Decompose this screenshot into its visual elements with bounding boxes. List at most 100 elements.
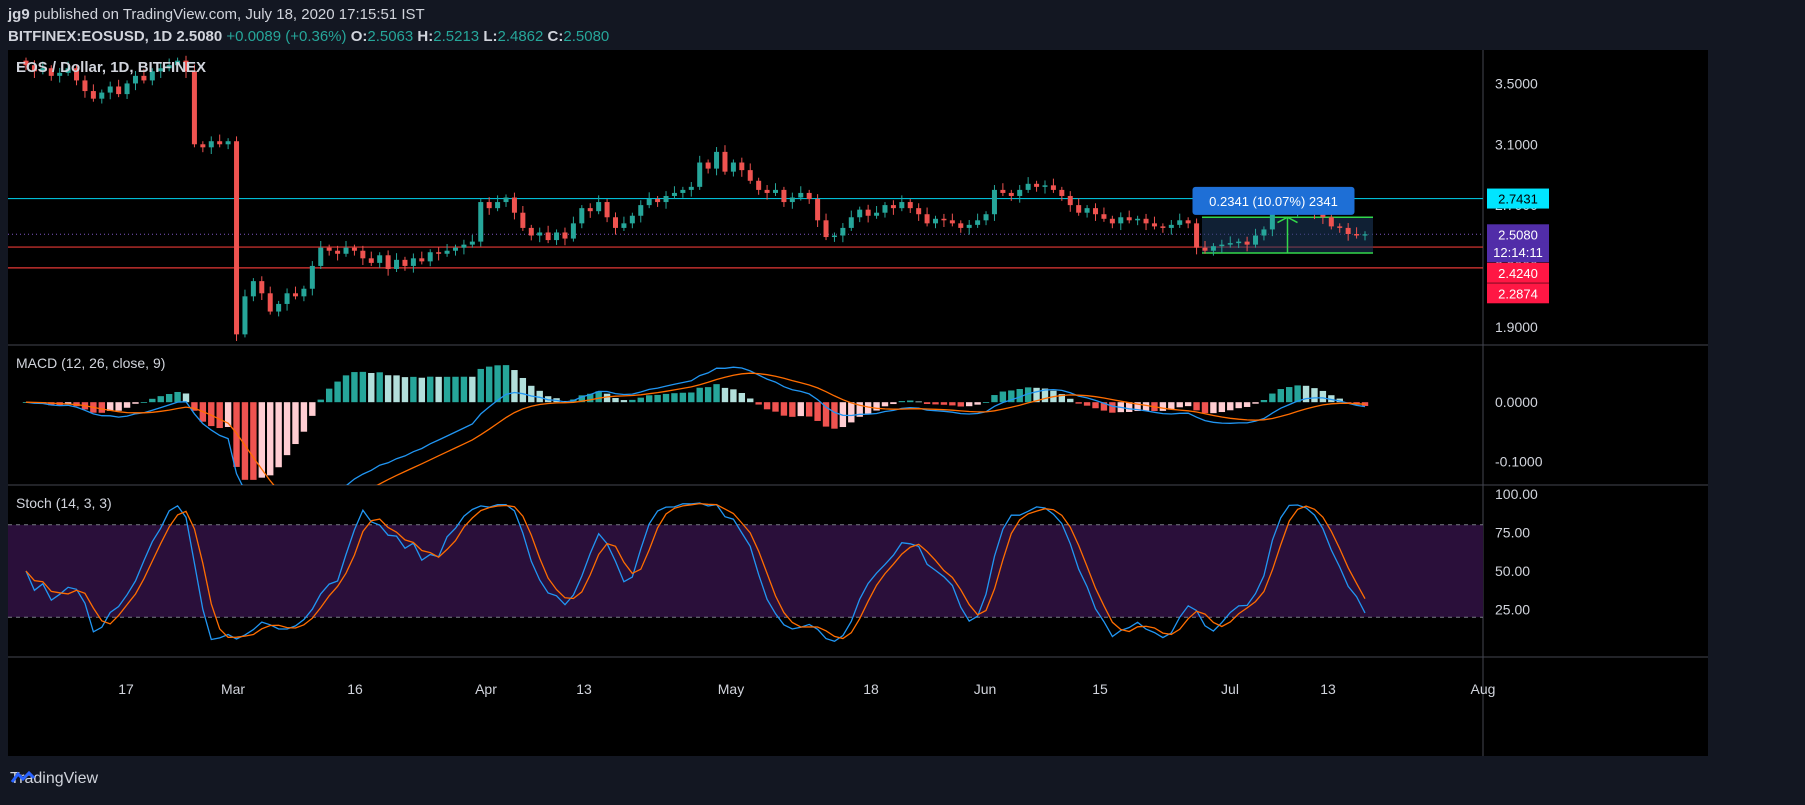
- candle-body: [890, 205, 896, 209]
- candle-body: [116, 86, 122, 95]
- macd-histogram-bar: [132, 402, 139, 404]
- time-axis-tick: 13: [576, 681, 592, 697]
- macd-histogram-bar: [814, 402, 821, 421]
- candle-body: [1025, 183, 1031, 190]
- candle-body: [781, 189, 787, 203]
- macd-histogram-bar: [991, 395, 998, 403]
- candle-body: [874, 212, 880, 216]
- candle-body: [983, 214, 989, 221]
- candle-body: [646, 199, 652, 206]
- macd-histogram-bar: [1126, 402, 1133, 412]
- candle-body: [1227, 243, 1233, 245]
- macd-histogram-bar: [831, 402, 838, 429]
- candle-body: [975, 220, 981, 225]
- candle-body: [149, 71, 155, 81]
- macd-histogram-bar: [704, 387, 712, 403]
- price-tag-text: 2.4240: [1498, 266, 1538, 281]
- candle-body: [1337, 226, 1343, 228]
- macd-histogram-bar: [334, 381, 341, 403]
- chart-svg[interactable]: 3.50003.10002.70002.30002.10001.90000.23…: [8, 50, 1708, 756]
- time-axis-tick: 13: [1320, 681, 1336, 697]
- candle-body: [1362, 234, 1368, 236]
- candle-body: [1135, 218, 1141, 221]
- candle-body: [1042, 185, 1048, 187]
- candle-body: [562, 232, 568, 239]
- candle-body: [671, 192, 677, 196]
- macd-histogram-bar: [940, 402, 948, 405]
- macd-histogram-bar: [1083, 402, 1091, 406]
- candle-body: [1320, 214, 1326, 218]
- candle-body: [949, 220, 955, 224]
- candle-body: [1008, 192, 1014, 196]
- price-tag-box: [1487, 224, 1549, 245]
- macd-histogram-bar: [1235, 402, 1242, 409]
- macd-histogram-bar: [435, 376, 442, 403]
- macd-histogram-bar: [797, 402, 804, 417]
- candle-body: [621, 223, 627, 228]
- macd-histogram-bar: [805, 402, 813, 417]
- macd-histogram-bar: [629, 399, 636, 403]
- candle-body: [756, 180, 762, 190]
- macd-histogram-bar: [738, 392, 746, 403]
- candle-body: [242, 296, 248, 335]
- macd-histogram-bar: [1227, 402, 1234, 411]
- macd-histogram-bar: [250, 402, 257, 480]
- candle-body: [823, 220, 829, 238]
- macd-histogram-bar: [224, 402, 232, 427]
- price-axis-tick: 3.1000: [1495, 136, 1538, 152]
- candle-body: [292, 293, 298, 297]
- macd-histogram-bar: [300, 402, 308, 432]
- candle-body: [1034, 183, 1040, 187]
- candle-body: [1101, 214, 1107, 219]
- candle-body: [680, 189, 686, 193]
- candle-body: [166, 65, 172, 69]
- macd-histogram-bar: [401, 377, 409, 403]
- price-change: +0.0089 (+0.36%): [226, 28, 347, 45]
- candle-body: [1354, 233, 1360, 236]
- macd-histogram-bar: [848, 402, 855, 423]
- macd-histogram-bar: [241, 402, 249, 480]
- candle-body: [554, 232, 560, 241]
- candle-body: [714, 151, 720, 169]
- price-tag-box: [1487, 242, 1549, 263]
- macd-histogram-bar: [191, 402, 198, 411]
- candle-body: [798, 192, 804, 198]
- macd-histogram-bar: [1286, 387, 1293, 403]
- footer-brand[interactable]: TradingView: [10, 770, 98, 788]
- candle-body: [377, 255, 383, 263]
- macd-histogram-bar: [519, 377, 527, 403]
- macd-histogram-bar: [915, 401, 922, 403]
- macd-histogram-bar: [368, 372, 375, 403]
- high-value: 2.5213: [433, 28, 480, 45]
- macd-histogram-bar: [443, 376, 451, 403]
- macd-histogram-bar: [1058, 394, 1066, 403]
- stoch-panel-title: Stoch (14, 3, 3): [16, 495, 112, 511]
- macd-histogram-bar: [890, 402, 897, 405]
- macd-histogram-bar: [460, 376, 468, 403]
- chart-area[interactable]: 3.50003.10002.70002.30002.10001.90000.23…: [8, 50, 1708, 756]
- publisher-name[interactable]: jg9: [8, 6, 30, 23]
- macd-histogram-bar: [696, 387, 703, 403]
- candle-body: [234, 141, 240, 335]
- macd-histogram-bar: [1311, 388, 1318, 403]
- symbol-info: BITFINEX:EOSUSD, 1D 2.5080 +0.0089 (+0.3…: [8, 28, 609, 45]
- macd-histogram-bar: [772, 402, 779, 412]
- price-axis-tick: 3.5000: [1495, 75, 1538, 91]
- candle-body: [528, 227, 534, 236]
- candle-body: [730, 162, 736, 172]
- publish-info: jg9 published on TradingView.com, July 1…: [8, 6, 425, 23]
- candle-body: [612, 217, 618, 228]
- candle-body: [596, 202, 602, 212]
- macd-histogram-bar: [932, 402, 939, 405]
- candle-body: [444, 250, 450, 254]
- macd-histogram-bar: [292, 402, 299, 445]
- macd-histogram-bar: [1201, 402, 1209, 414]
- open-value: 2.5063: [367, 28, 414, 45]
- candle-body: [629, 215, 635, 224]
- candle-body: [958, 223, 964, 228]
- candle-body: [124, 83, 130, 95]
- candle-body: [495, 202, 501, 209]
- candle-body: [966, 224, 972, 228]
- close-value: 2.5080: [563, 28, 610, 45]
- time-axis-tick: Apr: [475, 681, 497, 697]
